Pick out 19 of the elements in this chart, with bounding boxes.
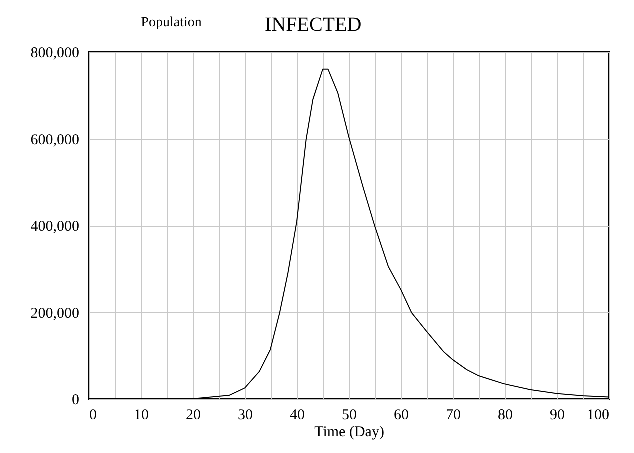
y-tick-label: 600,000	[30, 132, 80, 148]
x-tick-label: 80	[498, 408, 513, 424]
y-tick-label: 800,000	[30, 46, 80, 62]
x-tick-label: 30	[238, 408, 253, 424]
x-tick-label: 60	[394, 408, 409, 424]
y-tick-label: 200,000	[30, 306, 80, 322]
x-tick-label: 100	[587, 408, 610, 424]
chart-title: INFECTED	[265, 14, 362, 36]
y-tick-label: 400,000	[30, 219, 80, 235]
x-tick-label: 50	[342, 408, 357, 424]
x-tick-label: 40	[290, 408, 305, 424]
x-tick-label: 20	[186, 408, 201, 424]
x-tick-label: 90	[550, 408, 565, 424]
y-tick-label: 0	[72, 392, 80, 408]
x-tick-label: 70	[446, 408, 461, 424]
x-axis-title: Time (Day)	[314, 424, 384, 440]
y-axis-title: Population	[141, 16, 202, 30]
x-tick-label: 10	[134, 408, 149, 424]
x-tick-label: 0	[90, 408, 97, 424]
